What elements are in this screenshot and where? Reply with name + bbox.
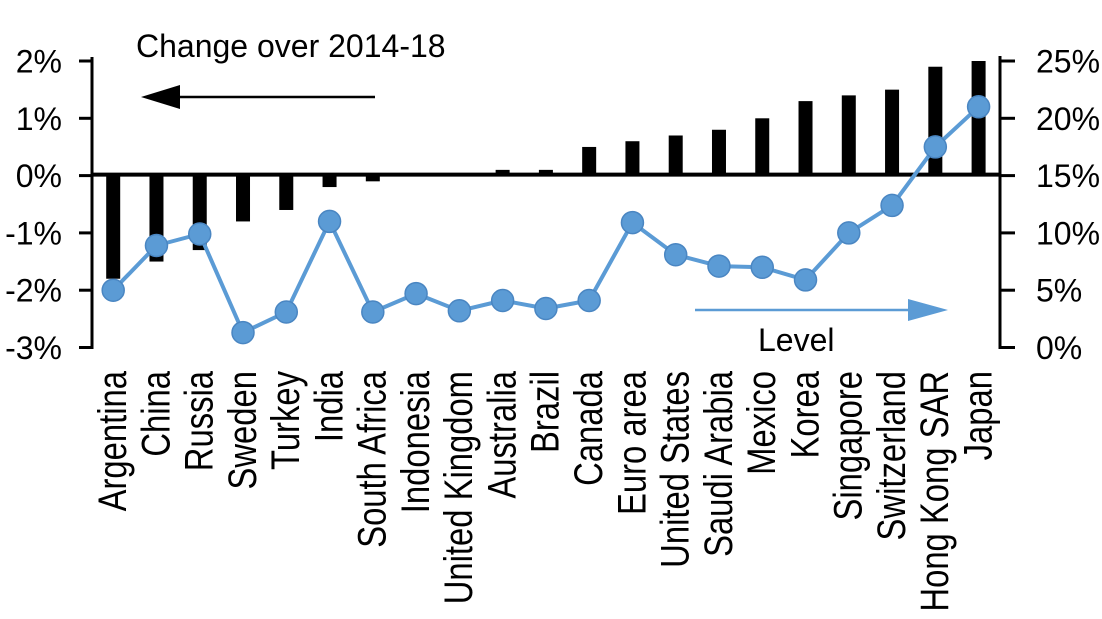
category-label: Sweden <box>220 371 265 489</box>
right-axis-tick-label: 10% <box>1036 215 1100 251</box>
change-bar <box>625 141 640 176</box>
change-bar <box>885 89 900 176</box>
level-marker <box>231 320 255 345</box>
right-axis-tick-label: 5% <box>1036 273 1082 309</box>
category-label: United States <box>652 371 697 568</box>
category-label: Singapore <box>826 371 871 520</box>
category-label: South Africa <box>350 370 395 547</box>
level-marker <box>361 300 385 324</box>
category-label: Switzerland <box>869 371 914 540</box>
left-axis-tick-label: 0% <box>16 158 62 194</box>
left-axis-tick-label: -1% <box>5 215 62 251</box>
change-bar <box>711 129 726 176</box>
change-bar <box>582 146 597 176</box>
change-bar <box>106 175 121 279</box>
level-marker <box>274 300 299 324</box>
category-label: Russia <box>176 370 221 471</box>
category-label: Saudi Arabia <box>696 370 741 557</box>
level-marker <box>750 255 774 280</box>
level-marker <box>187 222 212 246</box>
category-label: China <box>133 370 178 456</box>
level-marker <box>144 233 169 258</box>
change-bar <box>668 135 683 176</box>
right-axis-tick-label: 20% <box>1036 101 1100 137</box>
change-bar <box>365 175 380 182</box>
change-bar <box>322 175 337 188</box>
right-axis-tick-label: 15% <box>1036 158 1100 194</box>
category-label: Euro area <box>609 370 654 515</box>
level-marker <box>837 221 861 245</box>
change-bar <box>928 66 943 176</box>
category-label: Australia <box>479 370 524 498</box>
left-axis-tick-label: 2% <box>16 44 62 80</box>
level-marker <box>923 135 948 159</box>
level-marker <box>534 296 558 321</box>
category-label: Brazil <box>523 371 568 453</box>
level-marker <box>101 278 125 302</box>
level-marker <box>793 268 818 292</box>
category-label: Turkey <box>263 370 308 470</box>
change-bar <box>841 95 856 176</box>
category-label: India <box>306 370 351 442</box>
right-axis-tick-label: 25% <box>1036 44 1100 80</box>
left-axis-tick-label: -2% <box>5 273 62 309</box>
right-axis-tick-label: 0% <box>1036 330 1082 366</box>
level-marker <box>620 210 645 235</box>
level-marker <box>490 288 515 313</box>
category-label: Hong Kong SAR <box>912 371 957 612</box>
level-marker <box>447 299 472 323</box>
category-label: Argentina <box>90 370 135 511</box>
change-bar <box>798 101 813 176</box>
level-marker <box>880 193 904 218</box>
category-label: Korea <box>782 370 827 458</box>
level-marker <box>663 242 688 267</box>
change-bar <box>755 118 770 176</box>
category-label: Indonesia <box>393 370 438 513</box>
level-series-title: Level <box>758 322 835 358</box>
category-label: United Kingdom <box>436 371 481 604</box>
change-series-title: Change over 2014-18 <box>136 28 446 64</box>
level-marker <box>577 288 601 313</box>
category-label: Mexico <box>739 371 784 475</box>
level-marker <box>317 209 342 234</box>
left-axis-tick-label: -3% <box>5 330 62 366</box>
left-axis-tick-label: 1% <box>16 101 62 137</box>
change-arrow-icon <box>141 85 180 109</box>
level-marker <box>707 254 731 278</box>
change-bar <box>236 175 251 222</box>
level-marker <box>404 281 428 306</box>
change-bar <box>279 175 294 210</box>
level-marker <box>966 95 991 119</box>
category-label: Japan <box>955 371 1000 460</box>
level-arrow-icon <box>908 299 948 321</box>
category-label: Canada <box>566 370 611 485</box>
